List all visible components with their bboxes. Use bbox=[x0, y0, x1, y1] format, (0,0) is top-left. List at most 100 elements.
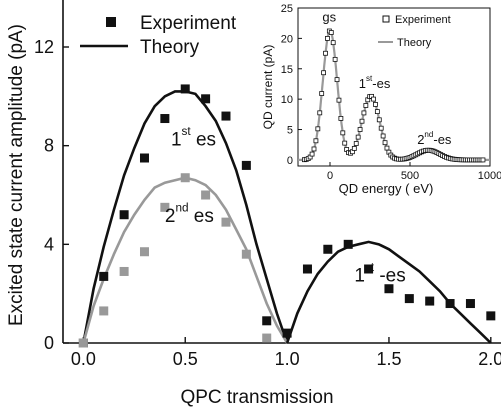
inset-legend-theory-label: Theory bbox=[397, 37, 432, 49]
inset-background bbox=[253, 0, 501, 200]
inset-y-tick-label: 5 bbox=[287, 125, 293, 137]
x-tick-label: 1.0 bbox=[275, 349, 300, 369]
experiment-point-0 bbox=[99, 271, 109, 281]
inset-experiment-point bbox=[384, 145, 390, 151]
inset-experiment-point bbox=[480, 157, 486, 163]
peak-label-0: 1st es bbox=[171, 125, 216, 150]
inset-legend-experiment-label: Experiment bbox=[395, 14, 451, 26]
y-tick-label: 0 bbox=[44, 333, 54, 353]
peak-label-1: 2nd es bbox=[165, 202, 214, 227]
inset-experiment-point bbox=[351, 146, 357, 151]
y-tick-label: 4 bbox=[44, 234, 54, 254]
inset-experiment-point bbox=[336, 97, 342, 103]
x-tick-label: 2.0 bbox=[478, 349, 501, 369]
x-tick-label: 1.5 bbox=[376, 349, 401, 369]
experiment-point-1 bbox=[139, 247, 149, 257]
inset-experiment-point bbox=[315, 126, 321, 132]
experiment-point-0 bbox=[262, 316, 272, 326]
inset-experiment-point bbox=[373, 101, 378, 107]
experiment-point-0 bbox=[465, 299, 475, 309]
experiment-point-1 bbox=[78, 338, 88, 348]
peak-label-2: 1st -es bbox=[354, 261, 405, 286]
inset-x-tick-label: 1000 bbox=[478, 170, 501, 182]
inset-experiment-point bbox=[357, 127, 363, 132]
legend-experiment-marker bbox=[106, 17, 116, 27]
experiment-point-0 bbox=[160, 114, 170, 124]
experiment-point-1 bbox=[262, 333, 272, 343]
inset-experiment-point bbox=[340, 130, 346, 136]
experiment-point-0 bbox=[425, 296, 435, 306]
experiment-point-0 bbox=[180, 84, 190, 94]
inset-y-tick-label: 0 bbox=[287, 155, 293, 167]
experiment-point-0 bbox=[343, 239, 353, 249]
inset-experiment-point bbox=[330, 40, 336, 46]
inset-experiment-point bbox=[311, 146, 317, 152]
inset-experiment-point bbox=[363, 103, 369, 108]
inset-experiment-point bbox=[332, 56, 338, 62]
experiment-point-0 bbox=[323, 244, 333, 254]
experiment-point-0 bbox=[445, 299, 455, 309]
y-tick-label: 12 bbox=[34, 37, 54, 57]
y-axis-label: Excited state current amplitude (pA) bbox=[6, 24, 27, 326]
experiment-point-0 bbox=[404, 294, 414, 304]
legend-experiment-label: Experiment bbox=[140, 13, 237, 34]
inset-experiment-point bbox=[317, 110, 323, 116]
experiment-point-0 bbox=[201, 94, 211, 104]
experiment-point-1 bbox=[119, 266, 129, 276]
inset-peak-label-0: gs bbox=[322, 9, 336, 24]
inset-experiment-point bbox=[371, 96, 376, 102]
inset-experiment-point bbox=[353, 141, 359, 146]
experiment-point-1 bbox=[241, 249, 251, 259]
experiment-point-0 bbox=[139, 153, 149, 163]
inset-y-tick-label: 10 bbox=[281, 94, 293, 106]
experiment-point-0 bbox=[241, 160, 251, 170]
experiment-point-1 bbox=[221, 217, 231, 227]
inset-experiment-point bbox=[323, 50, 328, 56]
inset-experiment-point bbox=[342, 140, 348, 146]
inset-y-tick-label: 20 bbox=[281, 33, 293, 45]
inset-x-axis-label: QD energy ( eV) bbox=[339, 181, 434, 196]
x-tick-label: 0.5 bbox=[173, 349, 198, 369]
inset-experiment-point bbox=[378, 125, 384, 131]
inset-experiment-point bbox=[309, 151, 315, 157]
theory-line-4 bbox=[285, 240, 492, 344]
y-tick-label: 8 bbox=[44, 136, 54, 156]
inset-x-tick-label: 0 bbox=[327, 170, 333, 182]
experiment-point-1 bbox=[160, 202, 170, 212]
inset-y-axis-label: QD current (pA) bbox=[261, 45, 275, 130]
experiment-point-0 bbox=[221, 111, 231, 121]
inset-experiment-point bbox=[325, 36, 330, 41]
inset-experiment-point bbox=[334, 77, 340, 83]
inset-experiment-point bbox=[359, 118, 365, 124]
inset-frame bbox=[297, 7, 491, 167]
inset-experiment-point bbox=[313, 138, 319, 144]
inset-experiment-point bbox=[380, 133, 386, 139]
inset-experiment-point bbox=[382, 140, 388, 146]
experiment-point-0 bbox=[384, 284, 394, 294]
inset-chart: 0 500 1000 0 5 10 15 20 25 QD energy ( eV) QD curr… bbox=[253, 0, 501, 200]
inset-experiment-point bbox=[338, 116, 344, 121]
inset-legend-experiment-marker bbox=[382, 15, 390, 23]
inset-experiment-point bbox=[319, 91, 325, 96]
inset-experiment-point bbox=[374, 109, 380, 114]
main-chart: 0.0 0.5 1.0 1.5 2.0 0 4 8 12 QPC transmission Exci… bbox=[6, 0, 501, 408]
inset-experiment-point bbox=[361, 110, 367, 116]
experiment-point-0 bbox=[282, 328, 292, 338]
experiment-point-1 bbox=[201, 190, 211, 200]
x-tick-label: 0.0 bbox=[71, 349, 96, 369]
x-axis-label: QPC transmission bbox=[180, 387, 333, 408]
experiment-point-1 bbox=[99, 306, 109, 316]
experiment-point-0 bbox=[486, 311, 496, 321]
inset-experiment-point bbox=[328, 30, 334, 35]
inset-x-tick-label: 500 bbox=[401, 170, 419, 182]
inset-peak-label-1: 1st-es bbox=[359, 74, 391, 91]
inset-peak-label-2: 2nd-es bbox=[417, 130, 452, 147]
inset-experiment-point bbox=[321, 70, 327, 76]
inset-experiment-point bbox=[376, 117, 382, 123]
experiment-point-0 bbox=[364, 264, 374, 274]
experiment-point-1 bbox=[180, 173, 190, 183]
experiment-point-0 bbox=[302, 264, 312, 274]
inset-y-tick-label: 25 bbox=[281, 3, 293, 15]
experiment-point-0 bbox=[119, 210, 129, 220]
